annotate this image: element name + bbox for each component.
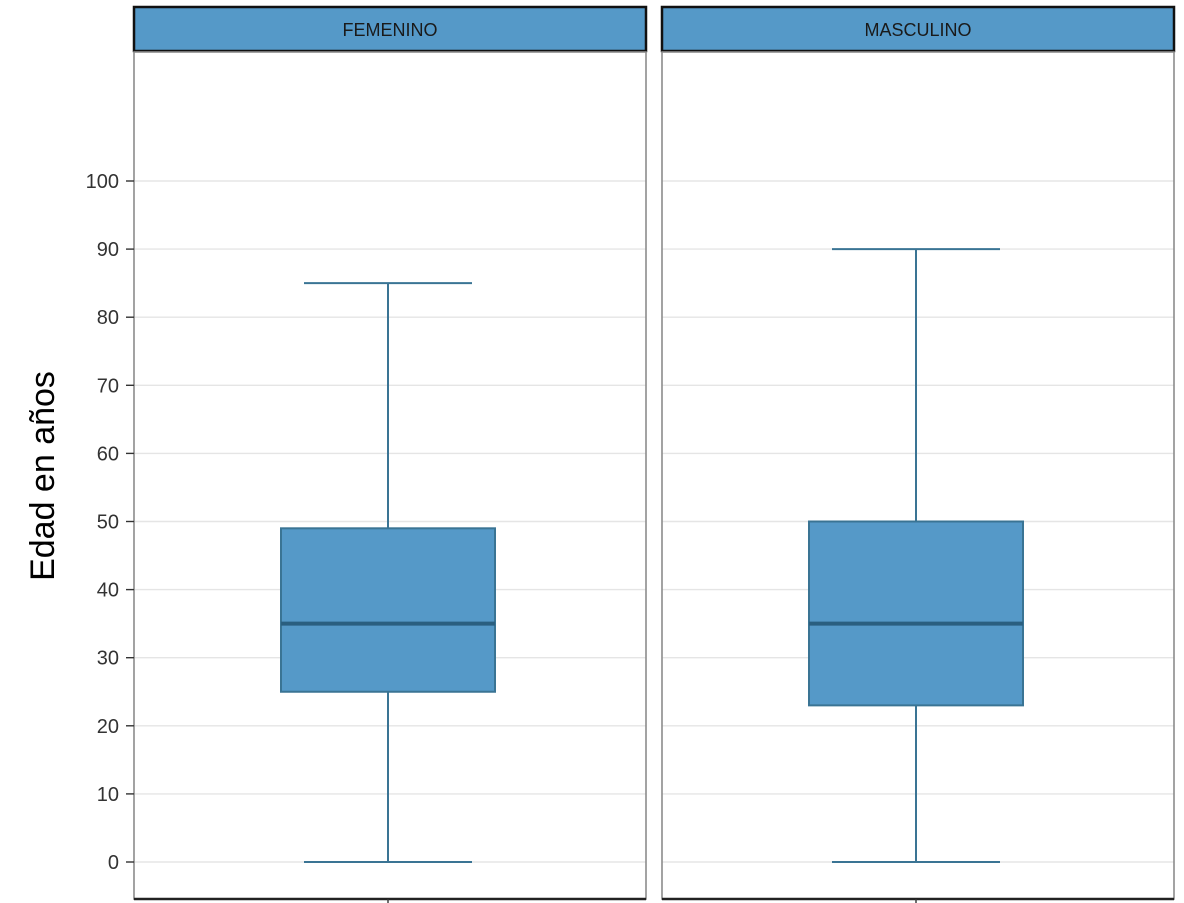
gridlines [134,180,1174,863]
y-tick-label: 90 [97,239,119,261]
y-tick-label: 80 [97,307,119,329]
y-tick-label: 10 [97,784,119,806]
y-tick-label: 0 [108,852,119,874]
y-axis-title: Edad en años [24,371,62,581]
iqr-box [280,527,496,693]
facet-strip [660,5,1176,53]
y-tick-label: 30 [97,648,119,670]
y-tick-label: 70 [97,375,119,397]
y-tick-label: 40 [97,580,119,602]
facet-panels: FEMENINO MASCULINO [132,5,1176,903]
iqr-box [808,520,1024,707]
facet-strip [132,5,648,53]
facet-strip-label: FEMENINO [342,20,437,40]
y-tick-label: 60 [97,443,119,465]
panel-masculino: MASCULINO [660,5,1176,903]
y-tick-label: 50 [97,512,119,534]
y-tick-label: 20 [97,716,119,738]
panel-border [661,51,1175,900]
panel-border [133,51,647,900]
y-axis: 0 10 20 30 40 50 60 70 80 90 100 [86,171,134,874]
y-tick-label: 100 [86,171,119,193]
facet-strip-label: MASCULINO [864,20,971,40]
panel-femenino: FEMENINO [132,5,648,903]
